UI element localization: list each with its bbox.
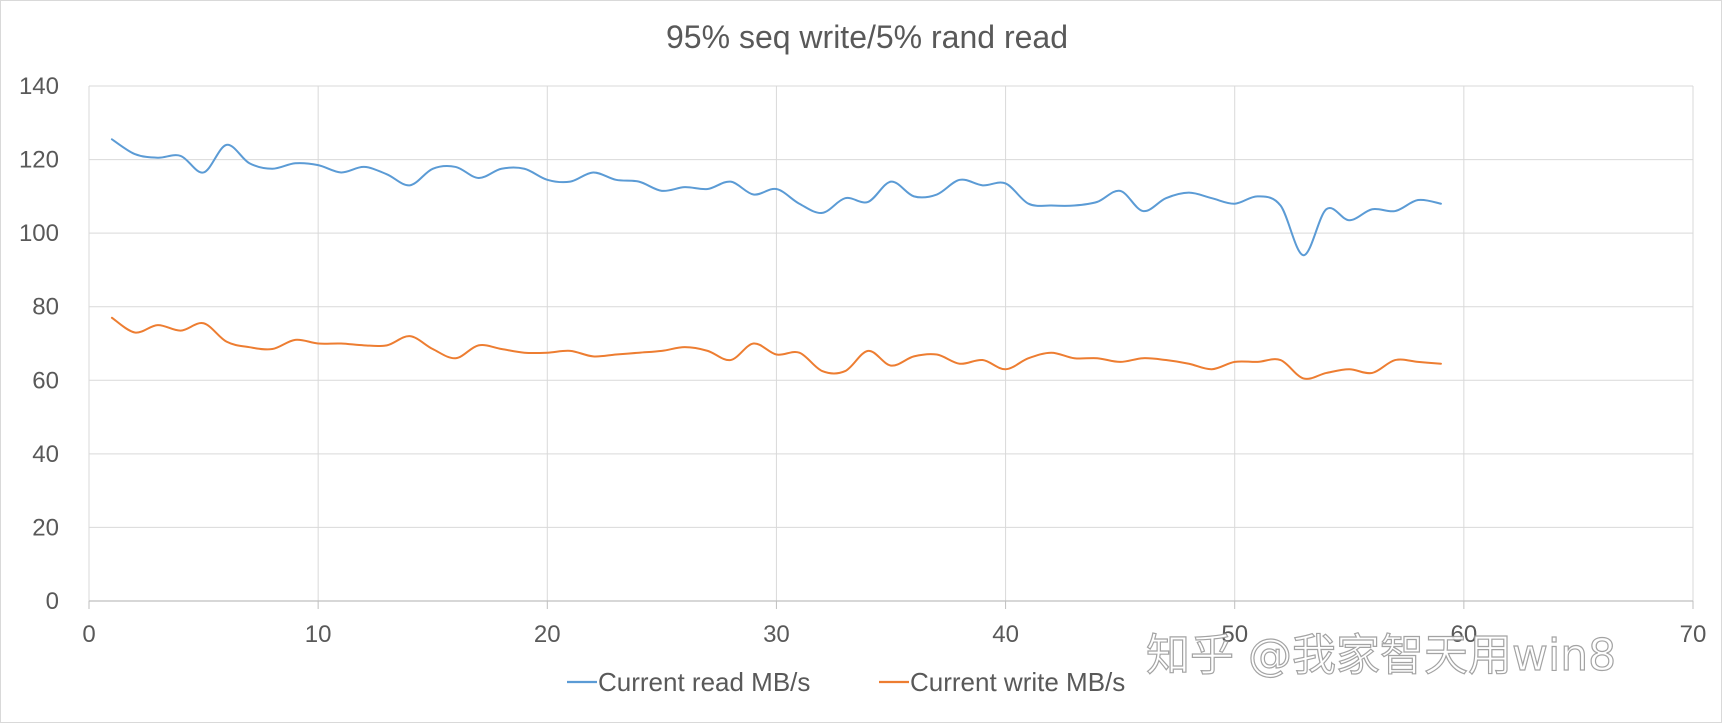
y-tick-label: 40 xyxy=(32,441,59,468)
y-tick-label: 80 xyxy=(32,294,59,321)
x-tick-label: 40 xyxy=(992,621,1019,648)
y-tick-label: 60 xyxy=(32,367,59,394)
x-tick-label: 30 xyxy=(763,621,790,648)
chart-title: 95% seq write/5% rand read xyxy=(666,19,1068,55)
x-tick-label: 20 xyxy=(534,621,561,648)
series-line-write xyxy=(110,316,1442,380)
y-tick-label: 140 xyxy=(19,73,59,100)
y-tick-label: 120 xyxy=(19,147,59,174)
x-tick-label: 60 xyxy=(1451,621,1478,648)
legend: Current read MB/s Current write MB/s xyxy=(567,667,1125,697)
x-tick-label: 10 xyxy=(305,621,332,648)
axes: 0 20 40 60 80 100 120 140 0 10 20 30 40 50 60 70 xyxy=(19,73,1706,648)
series-lines xyxy=(110,138,1442,380)
y-tick-label: 0 xyxy=(46,588,59,615)
watermark: 知乎 @我家智天用win8 xyxy=(1146,630,1616,681)
x-tick-label: 70 xyxy=(1680,621,1707,648)
legend-label: Current write MB/s xyxy=(910,667,1125,697)
y-tick-label: 100 xyxy=(19,220,59,247)
x-tick-label: 50 xyxy=(1221,621,1248,648)
legend-label: Current read MB/s xyxy=(598,667,810,697)
gridlines xyxy=(88,85,1694,601)
series-line-read xyxy=(110,138,1442,257)
y-tick-label: 20 xyxy=(32,514,59,541)
x-tick-label: 0 xyxy=(82,621,95,648)
